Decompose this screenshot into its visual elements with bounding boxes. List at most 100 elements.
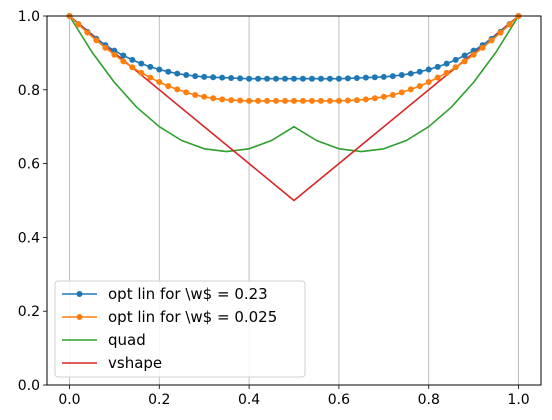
x-tick-label: 0.8	[418, 392, 440, 408]
series-0-point	[120, 52, 127, 59]
series-0-point	[434, 63, 441, 70]
series-1-point	[102, 44, 109, 51]
legend-marker-0	[76, 291, 83, 297]
series-0-point	[398, 72, 405, 79]
series-1-point	[84, 29, 91, 36]
y-tick-label: 0.8	[18, 83, 40, 99]
series-1-point	[452, 64, 459, 71]
series-0-point	[129, 56, 136, 63]
legend-box	[54, 280, 306, 378]
series-1-point	[380, 93, 387, 100]
series-1-point	[398, 89, 405, 96]
series-0-point	[416, 68, 423, 75]
series-1-point	[138, 69, 145, 76]
series-0-point	[165, 68, 172, 75]
series-1-point	[362, 96, 369, 103]
series-1-point	[389, 91, 396, 98]
legend-label-2: quad	[108, 331, 146, 349]
series-1-point	[219, 96, 226, 103]
y-tick-label: 0.6	[18, 157, 40, 173]
series-0-point	[282, 75, 289, 82]
series-1-point	[210, 95, 217, 102]
series-0-point	[210, 74, 217, 81]
series-0-point	[443, 60, 450, 67]
series-lines	[66, 13, 522, 202]
series-1-point	[488, 37, 495, 44]
series-0-point	[344, 75, 351, 82]
legend: opt lin for \w$ = 0.23 opt lin for \w$ = …	[54, 280, 306, 378]
series-0-point	[192, 73, 199, 80]
series-1-point	[416, 83, 423, 90]
legend-label-3: vshape	[108, 354, 162, 372]
series-1-point	[326, 97, 333, 104]
x-tick-label: 0.6	[328, 392, 350, 408]
series-line-2	[68, 15, 520, 153]
legend-label-1: opt lin for \w$ = 0.025	[108, 308, 277, 326]
series-1-point	[120, 58, 127, 65]
series-1-point	[111, 51, 118, 58]
series-0-point	[291, 75, 297, 82]
legend-marker-1	[76, 314, 83, 320]
series-1-point	[174, 86, 181, 93]
series-1-point	[156, 79, 163, 86]
y-tick-label: 0.4	[18, 230, 40, 246]
series-0-point	[335, 75, 342, 82]
series-1-point	[344, 97, 351, 104]
series-0-point	[299, 75, 306, 82]
series-1-point	[308, 97, 315, 104]
plot-frame	[46, 15, 542, 386]
series-0-point	[389, 73, 396, 80]
series-0-point	[237, 75, 244, 82]
series-1-point	[273, 97, 280, 104]
series-1-point	[165, 83, 172, 90]
series-0-point	[273, 75, 280, 82]
series-1-point	[129, 64, 136, 71]
series-1-point	[183, 89, 190, 96]
x-tick-label: 1.0	[507, 392, 529, 408]
series-0-point	[201, 73, 208, 80]
series-0-point	[407, 70, 414, 77]
series-1-point	[479, 44, 486, 51]
series-0-point	[174, 70, 181, 77]
series-1-point	[506, 21, 513, 28]
series-1-point	[291, 97, 297, 104]
series-0-point	[183, 72, 190, 79]
series-0-point	[147, 63, 154, 70]
series-1-point	[147, 74, 154, 81]
series-0-point	[219, 74, 226, 81]
series-1-point	[443, 69, 450, 76]
series-0-point	[138, 60, 145, 67]
y-tick-label: 0.0	[18, 378, 40, 394]
series-1-point	[353, 97, 360, 104]
series-0-point	[452, 56, 459, 63]
series-1-point	[335, 97, 342, 104]
series-0-point	[255, 75, 262, 82]
series-0-point	[228, 74, 235, 81]
series-0-point	[371, 74, 378, 81]
series-0-point	[353, 74, 360, 81]
series-0-point	[317, 75, 324, 82]
series-1-point	[299, 97, 306, 104]
axes: 0.0 0.2 0.4 0.6 0.8 1.0 0.0 0.2 0.4 0.6 0.8 1.0	[18, 9, 530, 408]
series-1-point	[425, 79, 432, 86]
series-0-point	[362, 74, 369, 81]
series-0-point	[308, 75, 315, 82]
series-1-point	[201, 93, 208, 100]
x-tick-label: 0.4	[238, 392, 260, 408]
series-1-point	[192, 91, 199, 98]
y-tick-label: 1.0	[18, 9, 40, 25]
series-0-point	[156, 66, 163, 73]
legend-label-0: opt lin for \w$ = 0.23	[108, 285, 268, 303]
x-tick-label: 0.2	[148, 392, 170, 408]
series-line-3	[68, 15, 520, 202]
y-tick-label: 0.2	[18, 304, 40, 320]
series-1-point	[75, 21, 82, 28]
series-0-point	[264, 75, 271, 82]
series-1-point	[407, 86, 414, 93]
series-1-point	[371, 95, 378, 102]
series-0-point	[380, 73, 387, 80]
series-0-point	[246, 75, 253, 82]
series-1-point	[497, 29, 504, 36]
x-tick-label: 0.0	[58, 392, 80, 408]
